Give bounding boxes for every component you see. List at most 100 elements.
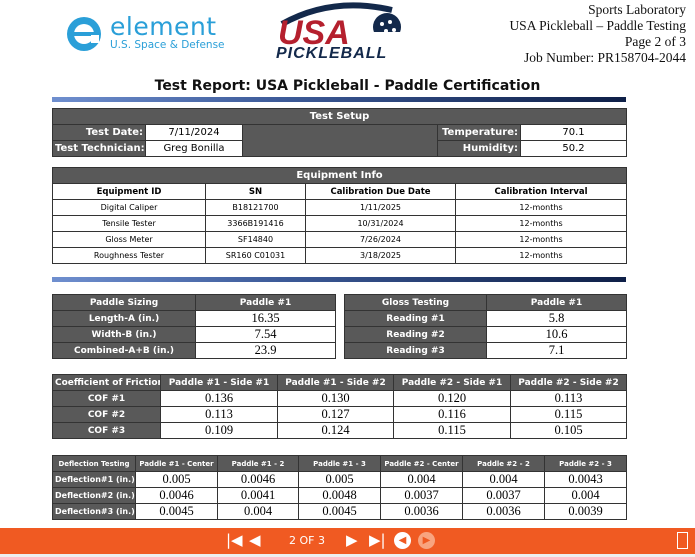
table-row: COF #3 0.109 0.124 0.115 0.105: [52, 422, 627, 439]
deflection-table: Deflection Testing Paddle #1 - Center Padd…: [52, 455, 627, 520]
cell-value: 0.0046: [217, 471, 299, 488]
test-setup-heading: Test Setup: [52, 108, 627, 125]
divider: [52, 277, 626, 282]
cell-value: 0.0048: [298, 487, 381, 504]
cof-table: Coefficient of Friction Paddle #1 - Side …: [52, 374, 627, 439]
element-logo: element U.S. Space & Defense: [66, 12, 226, 54]
cell-value: 1/11/2025: [305, 199, 456, 216]
humidity-label: Humidity:: [437, 140, 521, 157]
cell-value: 10/31/2024: [305, 215, 456, 232]
cell-value: 0.116: [393, 406, 511, 423]
row-label: Deflection#2 (in.): [52, 487, 136, 504]
cell-value: 16.35: [195, 310, 336, 327]
test-date-value: 7/11/2024: [145, 124, 243, 141]
cell-value: 0.0043: [544, 471, 627, 488]
cell-value: 0.109: [160, 422, 278, 439]
row-label: Reading #2: [344, 326, 487, 343]
cell-value: 12-months: [454, 199, 628, 216]
back-icon[interactable]: ◀: [394, 532, 411, 549]
fullscreen-icon[interactable]: [677, 532, 688, 549]
cell-value: 7/26/2024: [305, 231, 456, 248]
cell-value: 0.127: [277, 406, 394, 423]
technician-label: Test Technician:: [52, 140, 146, 157]
cell-value: 3/18/2025: [305, 247, 456, 264]
column-header: Deflection Testing: [52, 455, 136, 472]
table-row: Deflection#1 (in.) 0.005 0.0046 0.005 0.004 0…: [52, 471, 627, 488]
cell-value: 12-months: [454, 231, 628, 248]
prev-page-icon[interactable]: ◀: [249, 531, 261, 549]
row-label: Length-A (in.): [52, 310, 196, 327]
column-header: Gloss Testing: [344, 294, 487, 311]
first-page-icon[interactable]: |◀: [226, 531, 243, 549]
header-row: Deflection Testing Paddle #1 - Center Padd…: [52, 455, 627, 472]
report-header-info: Sports Laboratory USA Pickleball – Paddl…: [509, 2, 686, 66]
next-page-icon[interactable]: ▶: [346, 531, 358, 549]
row-label: Combined-A+B (in.): [52, 342, 196, 359]
table-row: Reading #1 5.8: [344, 310, 627, 327]
equipment-table: Equipment Info Equipment ID SN Calibration …: [51, 167, 628, 264]
job-number: Job Number: PR158704-2044: [524, 50, 686, 65]
cell-value: 0.120: [393, 390, 511, 407]
cell-value: 0.004: [462, 471, 545, 488]
column-header: Paddle #1: [195, 294, 336, 311]
row-label: Tensile Tester: [52, 215, 206, 232]
row-label: COF #2: [52, 406, 161, 423]
header-row: Gloss Testing Paddle #1: [344, 294, 627, 311]
row-label: COF #3: [52, 422, 161, 439]
row-label: Roughness Tester: [52, 247, 206, 264]
cell-value: 0.0036: [380, 503, 463, 520]
test-setup-table: Test Setup Test Date: 7/11/2024 Temperatur…: [52, 108, 627, 157]
cell-value: 0.004: [544, 487, 627, 504]
cell-value: 3366B191416: [205, 215, 306, 232]
table-row: Deflection#2 (in.) 0.0046 0.0041 0.0048 0.00…: [52, 487, 627, 504]
project-name: USA Pickleball – Paddle Testing: [509, 18, 686, 33]
column-header: Paddle #1 - 2: [217, 455, 299, 472]
temperature-label: Temperature:: [437, 124, 521, 141]
row-label: Digital Caliper: [52, 199, 206, 216]
table-row: COF #2 0.113 0.127 0.116 0.115: [52, 406, 627, 423]
row-label: Gloss Meter: [52, 231, 206, 248]
row-label: Reading #1: [344, 310, 487, 327]
row-label: Deflection#1 (in.): [52, 471, 136, 488]
column-header: Paddle #2 - Side #2: [510, 374, 627, 391]
heading-row: Equipment Info: [51, 167, 628, 184]
report-title: Test Report: USA Pickleball - Paddle Cer…: [154, 78, 541, 94]
cell-value: 0.136: [160, 390, 278, 407]
row-label: Deflection#3 (in.): [52, 503, 136, 520]
table-row: Width-B (in.) 7.54: [52, 326, 336, 343]
column-header: Paddle #1 - Center: [135, 455, 218, 472]
table-row: Length-A (in.) 16.35: [52, 310, 336, 327]
cell-value: 0.105: [510, 422, 627, 439]
table-row: Roughness Tester SR160 C01031 3/18/2025 12-…: [52, 247, 628, 264]
cell-value: 12-months: [454, 215, 628, 232]
column-header: Paddle Sizing: [52, 294, 196, 311]
last-page-icon[interactable]: ▶|: [369, 531, 386, 549]
cell-value: SF14840: [205, 231, 306, 248]
cell-value: 0.004: [217, 503, 299, 520]
element-logo-icon: [67, 17, 101, 51]
forward-icon[interactable]: ▶: [418, 532, 435, 549]
row-label: Width-B (in.): [52, 326, 196, 343]
table-row: Combined-A+B (in.) 23.9: [52, 342, 336, 359]
column-header: SN: [205, 183, 306, 200]
column-header: Paddle #1 - Side #1: [160, 374, 278, 391]
table-row: Tensile Tester 3366B191416 10/31/2024 12-mo…: [52, 215, 628, 232]
cell-value: 0.130: [277, 390, 394, 407]
cell-value: 23.9: [195, 342, 336, 359]
column-header: Paddle #1 - Side #2: [277, 374, 394, 391]
cell-value: 0.124: [277, 422, 394, 439]
header-row: Coefficient of Friction Paddle #1 - Side …: [52, 374, 627, 391]
column-header: Paddle #2 - 2: [462, 455, 545, 472]
bottom-strip: [0, 554, 695, 557]
table-row: Deflection#3 (in.) 0.0045 0.004 0.0045 0.003…: [52, 503, 627, 520]
cell-value: 0.115: [510, 406, 627, 423]
test-date-label: Test Date:: [52, 124, 146, 141]
column-header: Equipment ID: [52, 183, 206, 200]
column-header: Paddle #2 - 3: [544, 455, 627, 472]
header-row: Paddle Sizing Paddle #1: [52, 294, 336, 311]
pdf-nav-toolbar: |◀ ◀ 2 OF 3 ▶ ▶| ◀ ▶: [0, 528, 695, 554]
equipment-heading: Equipment Info: [51, 167, 628, 184]
cell-value: 0.0045: [298, 503, 381, 520]
paddle-sizing-table: Paddle Sizing Paddle #1 Length-A (in.) 16.3…: [52, 294, 336, 359]
page-number: Page 2 of 3: [624, 34, 686, 49]
